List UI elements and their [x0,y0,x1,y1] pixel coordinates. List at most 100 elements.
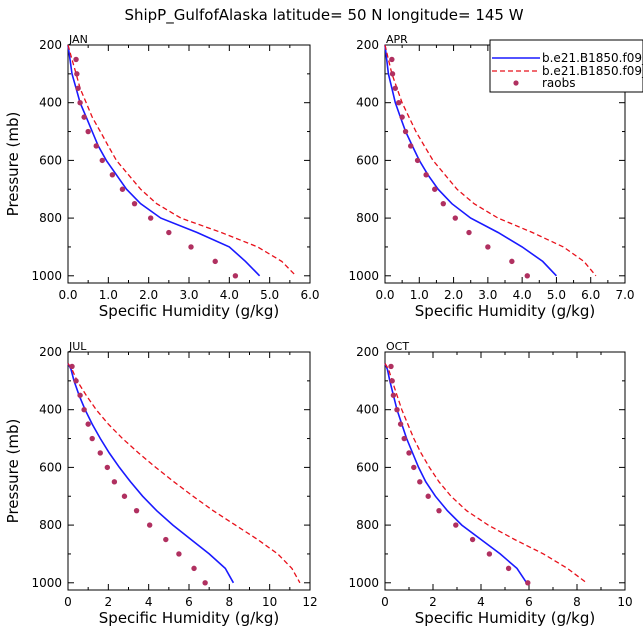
raobs-point [390,392,397,398]
y-tick-label: 200 [356,345,379,359]
y-tick-label: 1000 [348,269,379,283]
x-tick-label: 6 [525,595,533,609]
panel-label: JUL [68,340,87,353]
x-tick-label: 0.0 [58,288,77,302]
y-tick-label: 800 [39,518,62,532]
plot-frame [67,351,311,591]
x-tick-label: 8 [573,595,581,609]
raobs-point [188,244,194,250]
raobs-point [392,85,398,91]
y-tick-label: 400 [39,96,62,110]
raobs-point [440,200,446,207]
raobs-point [202,580,208,586]
figure-title: ShipP_GulfofAlaska latitude= 50 N longit… [124,6,523,25]
raobs-point [396,99,402,106]
x-tick-label: 0 [381,595,389,609]
raobs-point [176,551,182,557]
raobs-point [131,200,138,207]
raobs-point [146,522,153,528]
raobs-point [69,363,75,370]
x-tick-label: 5.0 [547,288,566,302]
y-tick-label: 400 [356,96,379,110]
y-tick-label: 600 [356,460,379,474]
y-tick-label: 600 [39,153,62,167]
panels-group: 0.0 1.0 2.0 3.0 4.0 5.0 6.02004006008001000JAN… [4,33,635,627]
y-tick-label: 600 [39,460,62,474]
x-tick-label: 6 [185,595,193,609]
y-axis-title: Pressure (mb) [4,419,22,524]
raobs-point [509,258,515,265]
y-tick-label: 800 [356,518,379,532]
raobs-point [411,464,417,471]
legend-label-2: b.e21.B1850.f09_ [542,64,643,78]
raobs-point [432,186,438,192]
raobs-point [389,378,395,384]
raobs-point [191,565,197,572]
raobs-point [406,450,412,456]
x-tick-label: 0 [64,595,72,609]
raobs-point [99,157,105,164]
legend: b.e21.B1850.f09_ b.e21.B1850.f09_ raobs [489,39,643,93]
raobs-point [408,143,414,149]
raobs-point [74,71,80,77]
raobs-point [486,551,493,557]
raobs-point [402,128,409,135]
y-axis-title: Pressure (mb) [4,112,22,217]
legend-label-1: b.e21.B1850.f09_ [542,51,643,65]
raobs-point [436,507,442,514]
raobs-point [166,229,172,236]
raobs-point [466,229,472,236]
x-tick-label: 10 [262,595,277,609]
x-tick-label: 4.0 [513,288,532,302]
legend-label-3: raobs [542,76,576,90]
raobs-point [212,258,218,265]
x-tick-label: 6.0 [300,288,319,302]
raobs-point [414,157,421,164]
raobs-point [389,56,395,63]
raobs-point [425,493,431,499]
model-line-dashed [384,363,587,584]
x-tick-label: 3.0 [478,288,497,302]
raobs-point [399,114,405,120]
x-tick-label: 4 [145,595,153,609]
chart-panel-jul: 0 2 4 6 8 10 12 200 400 600 800 1000 JUL Specific Hum… [4,340,318,627]
y-tick-label: 400 [39,403,62,417]
raobs-point [73,56,79,63]
x-axis-title: Specific Humidity (g/kg) [415,302,595,320]
panel-label: OCT [386,340,409,353]
y-tick-label: 200 [39,38,62,52]
x-tick-label: 1.0 [410,288,429,302]
x-tick-label: 2 [429,595,437,609]
x-axis-title: Specific Humidity (g/kg) [415,609,595,627]
model-line-solid [67,44,261,277]
raobs-point [109,172,116,178]
y-tick-label: 1000 [31,576,62,590]
y-tick-label: 1000 [31,269,62,283]
raobs-point [524,273,530,279]
x-tick-label: 10 [617,595,632,609]
raobs-point [81,114,87,120]
chart-panel-oct: 0 2 4 6 8 10 200 400 600 800 1000 OCT Specific Humid… [348,340,632,627]
raobs-point [525,580,531,586]
x-tick-label: 7.0 [615,288,634,302]
raobs-point [73,378,79,384]
raobs-point [505,565,512,572]
x-tick-label: 5.0 [260,288,279,302]
raobs-point [77,99,83,106]
legend-swatch-dot [513,80,519,86]
raobs-point [423,172,429,178]
x-axis-title: Specific Humidity (g/kg) [99,302,279,320]
raobs-point [97,450,103,456]
raobs-point [389,71,396,77]
x-tick-label: 12 [302,595,317,609]
raobs-point [232,273,239,279]
raobs-point [121,493,128,499]
y-tick-label: 800 [39,211,62,225]
model-line-solid [67,363,235,584]
raobs-point [133,507,140,514]
y-tick-label: 800 [356,211,379,225]
raobs-point [417,479,423,485]
x-tick-label: 4 [477,595,485,609]
raobs-point [452,215,458,221]
raobs-point [453,522,459,528]
